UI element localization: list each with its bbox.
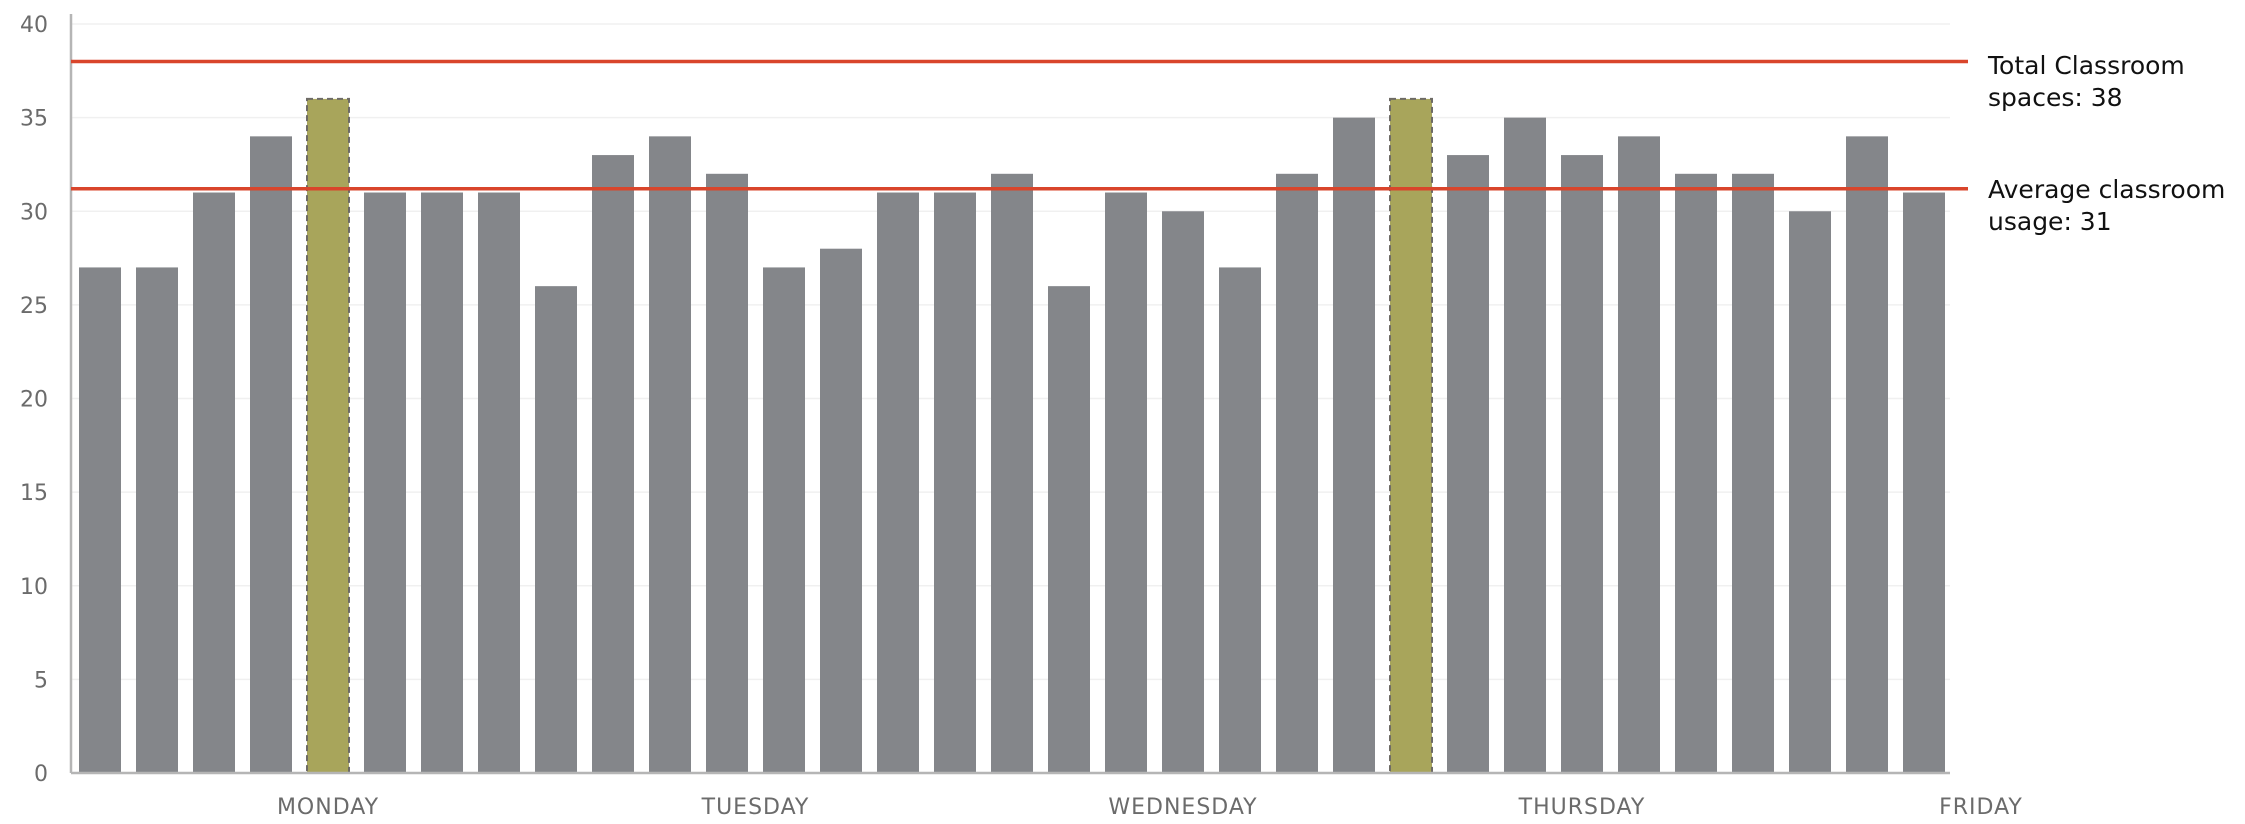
x-category-label: TUESDAY xyxy=(701,795,810,819)
y-tick-label: 15 xyxy=(20,481,48,506)
y-tick-label: 20 xyxy=(20,388,48,413)
y-tick-label: 30 xyxy=(20,200,48,225)
bar xyxy=(136,267,178,773)
bar xyxy=(1105,192,1147,773)
bar xyxy=(1333,117,1375,773)
bar xyxy=(1561,155,1603,773)
bar xyxy=(877,192,919,773)
bar xyxy=(79,267,121,773)
bar xyxy=(1048,286,1090,773)
y-tick-label: 10 xyxy=(20,575,48,600)
bar xyxy=(763,267,805,773)
highlighted-bar xyxy=(306,97,350,774)
y-tick-label: 5 xyxy=(34,668,48,693)
bar xyxy=(421,192,463,773)
y-tick-label: 25 xyxy=(20,294,48,319)
bar xyxy=(1903,192,1945,773)
bar xyxy=(250,136,292,774)
bar xyxy=(193,192,235,773)
y-tick-label: 0 xyxy=(34,762,48,787)
bar xyxy=(1447,155,1489,773)
average-usage-label: Average classroom usage: 31 xyxy=(1988,175,2226,236)
bar xyxy=(1675,173,1717,774)
x-category-label: WEDNESDAY xyxy=(1108,795,1257,819)
bar xyxy=(706,173,748,774)
y-tick-label: 40 xyxy=(20,13,48,38)
bar xyxy=(364,192,406,773)
total-classroom-label: Total Classroom spaces: 38 xyxy=(1988,51,2185,112)
bar xyxy=(535,286,577,773)
x-category-label: THURSDAY xyxy=(1518,795,1646,819)
bar xyxy=(1504,117,1546,773)
bar xyxy=(478,192,520,773)
bar xyxy=(934,192,976,773)
highlighted-bar xyxy=(1389,97,1433,774)
bar xyxy=(592,155,634,773)
x-category-label: FRIDAY xyxy=(1939,795,2023,819)
bar xyxy=(1618,136,1660,774)
bar xyxy=(649,136,691,774)
bar xyxy=(1219,267,1261,773)
bar xyxy=(1846,136,1888,774)
bar xyxy=(1276,173,1318,774)
bar xyxy=(1732,173,1774,774)
bar xyxy=(991,173,1033,774)
y-tick-label: 35 xyxy=(20,107,48,132)
bar xyxy=(1162,211,1204,773)
x-category-label: MONDAY xyxy=(277,795,379,819)
bar xyxy=(820,248,862,773)
bar xyxy=(1789,211,1831,773)
